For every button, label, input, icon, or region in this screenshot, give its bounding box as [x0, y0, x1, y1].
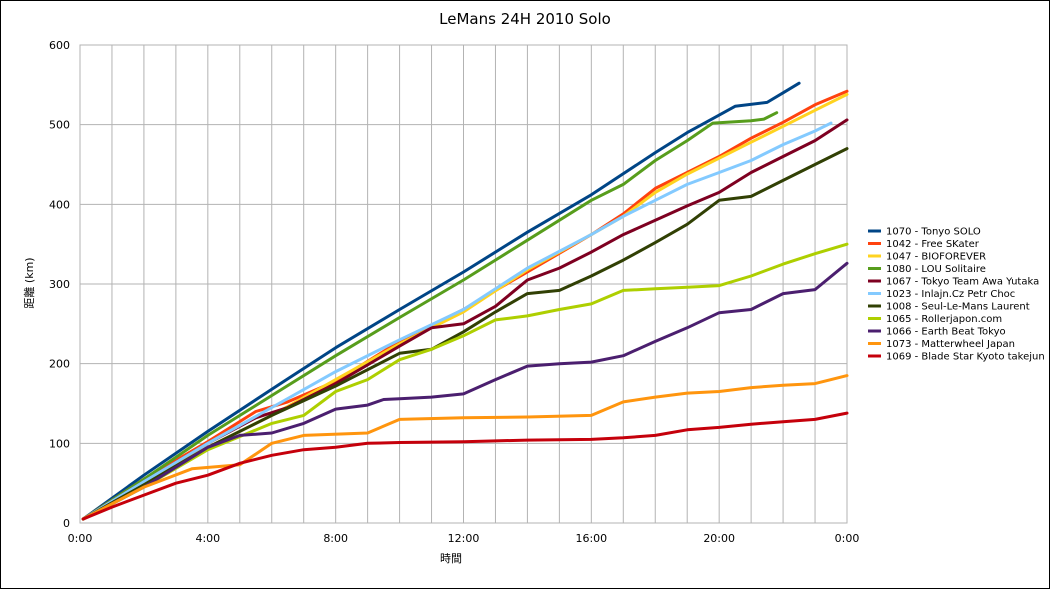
legend-item-label: 1066 - Earth Beat Tokyo — [886, 327, 1006, 338]
legend-item-label: 1042 - Free SKater — [886, 239, 980, 250]
legend-item-label: 1073 - Matterwheel Japan — [886, 339, 1015, 350]
y-tick-label: 500 — [49, 119, 70, 132]
chart-title: LeMans 24H 2010 Solo — [439, 10, 611, 28]
series-lines — [81, 81, 849, 521]
series-line — [81, 81, 801, 521]
series-line — [81, 242, 849, 521]
series-line — [81, 411, 849, 521]
plot-area — [79, 44, 848, 524]
legend-item-label: 1008 - Seul-Le-Mans Laurent — [886, 302, 1030, 313]
y-axis-ticks: 0 100 200 300 400 500 600 — [49, 39, 70, 530]
legend-item-label: 1070 - Tonyo SOLO — [886, 227, 981, 238]
y-tick-label: 0 — [63, 517, 70, 530]
y-tick-label: 100 — [49, 437, 70, 450]
x-tick-label: 0:00 — [68, 532, 93, 545]
legend-item-label: 1047 - BIOFOREVER — [886, 252, 986, 263]
x-tick-label: 12:00 — [448, 532, 480, 545]
series-line — [81, 111, 779, 521]
x-tick-label: 0:00 — [835, 532, 860, 545]
series-line — [81, 118, 849, 521]
legend-item-label: 1069 - Blade Star Kyoto takejun — [886, 352, 1045, 363]
y-tick-label: 400 — [49, 198, 70, 211]
series-line — [81, 121, 833, 521]
y-tick-label: 300 — [49, 278, 70, 291]
x-tick-label: 20:00 — [703, 532, 735, 545]
x-axis-label: 時間 — [440, 552, 462, 565]
legend-item-label: 1080 - LOU Solitaire — [886, 264, 986, 275]
legend-item-label: 1065 - Rollerjapon.com — [886, 314, 1002, 325]
x-tick-label: 8:00 — [323, 532, 348, 545]
y-axis-label: 距離 (km) — [22, 257, 36, 308]
series-line — [81, 261, 849, 521]
y-tick-label: 200 — [49, 358, 70, 371]
legend-item-label: 1067 - Tokyo Team Awa Yutaka — [886, 277, 1039, 288]
series-line — [81, 89, 849, 521]
legend-item-label: 1023 - Inlajn.Cz Petr Choc — [886, 289, 1015, 300]
x-tick-label: 16:00 — [575, 532, 607, 545]
y-tick-label: 600 — [49, 39, 70, 52]
x-axis-ticks: 0:00 4:00 8:00 12:00 16:00 20:00 0:00 — [68, 532, 860, 545]
series-line — [81, 147, 849, 521]
x-tick-label: 4:00 — [195, 532, 220, 545]
